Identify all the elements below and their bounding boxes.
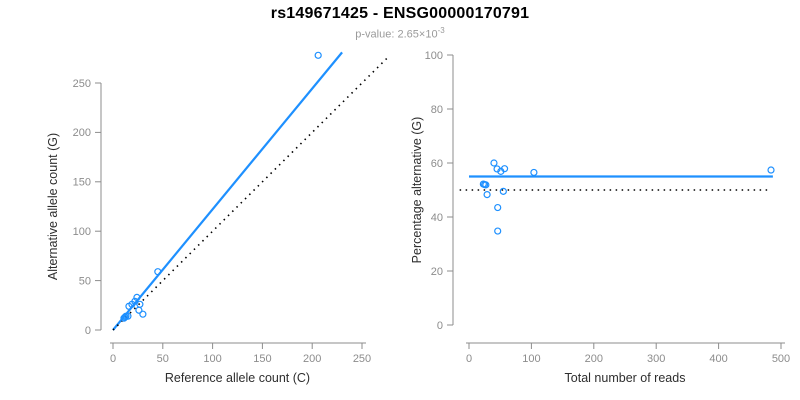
regression-line (112, 51, 343, 331)
data-point (494, 227, 502, 235)
x-tick-label: 100 (522, 353, 540, 365)
y-tick-label: 80 (431, 104, 443, 116)
x-tick-label: 150 (253, 353, 271, 365)
y-tick-label: 20 (431, 266, 443, 278)
data-point (133, 293, 141, 301)
x-axis-title: Total number of reads (565, 371, 686, 385)
x-tick-label: 200 (303, 353, 321, 365)
data-point (139, 310, 147, 318)
page-title: rs149671425 - ENSG00000170791 (270, 5, 530, 22)
y-tick-label: 60 (431, 158, 443, 170)
x-axis-title: Reference allele count (C) (165, 371, 310, 385)
data-point (154, 268, 162, 276)
x-tick-label: 500 (772, 353, 790, 365)
pvalue-prefix: p-value: (355, 28, 398, 41)
x-tick-label: 100 (203, 353, 221, 365)
y-tick-label: 0 (437, 320, 443, 332)
data-point (122, 312, 130, 320)
y-tick-label: 150 (73, 177, 91, 189)
x-tick-label: 400 (709, 353, 727, 365)
x-tick-label: 0 (466, 353, 472, 365)
x-tick-label: 300 (647, 353, 665, 365)
pvalue-base: 10 (425, 28, 438, 41)
x-tick-label: 200 (585, 353, 603, 365)
data-point (120, 314, 128, 322)
pvalue-times-sign: × (418, 28, 426, 41)
x-tick-label: 50 (157, 353, 169, 365)
pvalue-exponent: -3 (437, 26, 445, 35)
data-point (767, 166, 775, 174)
x-tick-label: 250 (353, 353, 371, 365)
identity-line (112, 54, 391, 331)
y-axis-title: Alternative allele count (G) (46, 133, 60, 280)
y-tick-label: 250 (73, 78, 91, 90)
y-tick-label: 0 (85, 325, 91, 337)
data-point (530, 168, 538, 177)
data-point (135, 306, 143, 314)
data-point (490, 159, 498, 167)
data-point (314, 51, 322, 59)
y-tick-label: 200 (73, 127, 91, 139)
chart-panel-1: 0 50 100 150 200 250 0 50 100 150 200 250 Reference … (46, 51, 391, 385)
y-tick-label: 100 (73, 226, 91, 238)
data-point (499, 187, 507, 195)
data-point (494, 203, 502, 212)
y-tick-label: 50 (79, 275, 91, 287)
chart-panel-2: 0 20 40 60 80 100 0 100 200 300 400 500 Total number… (410, 50, 790, 385)
data-point (483, 190, 491, 199)
data-point (500, 165, 509, 173)
data-point (124, 312, 132, 320)
y-axis-title: Percentage alternative (G) (410, 117, 424, 264)
y-tick-label: 100 (425, 50, 443, 62)
pvalue-mantissa: 2.65 (397, 28, 419, 41)
x-tick-label: 0 (110, 353, 116, 365)
data-point (482, 181, 490, 189)
data-point (121, 313, 129, 321)
pvalue-subtitle: p-value: 2.65×10-3 (0, 26, 800, 41)
y-tick-label: 40 (431, 212, 443, 224)
